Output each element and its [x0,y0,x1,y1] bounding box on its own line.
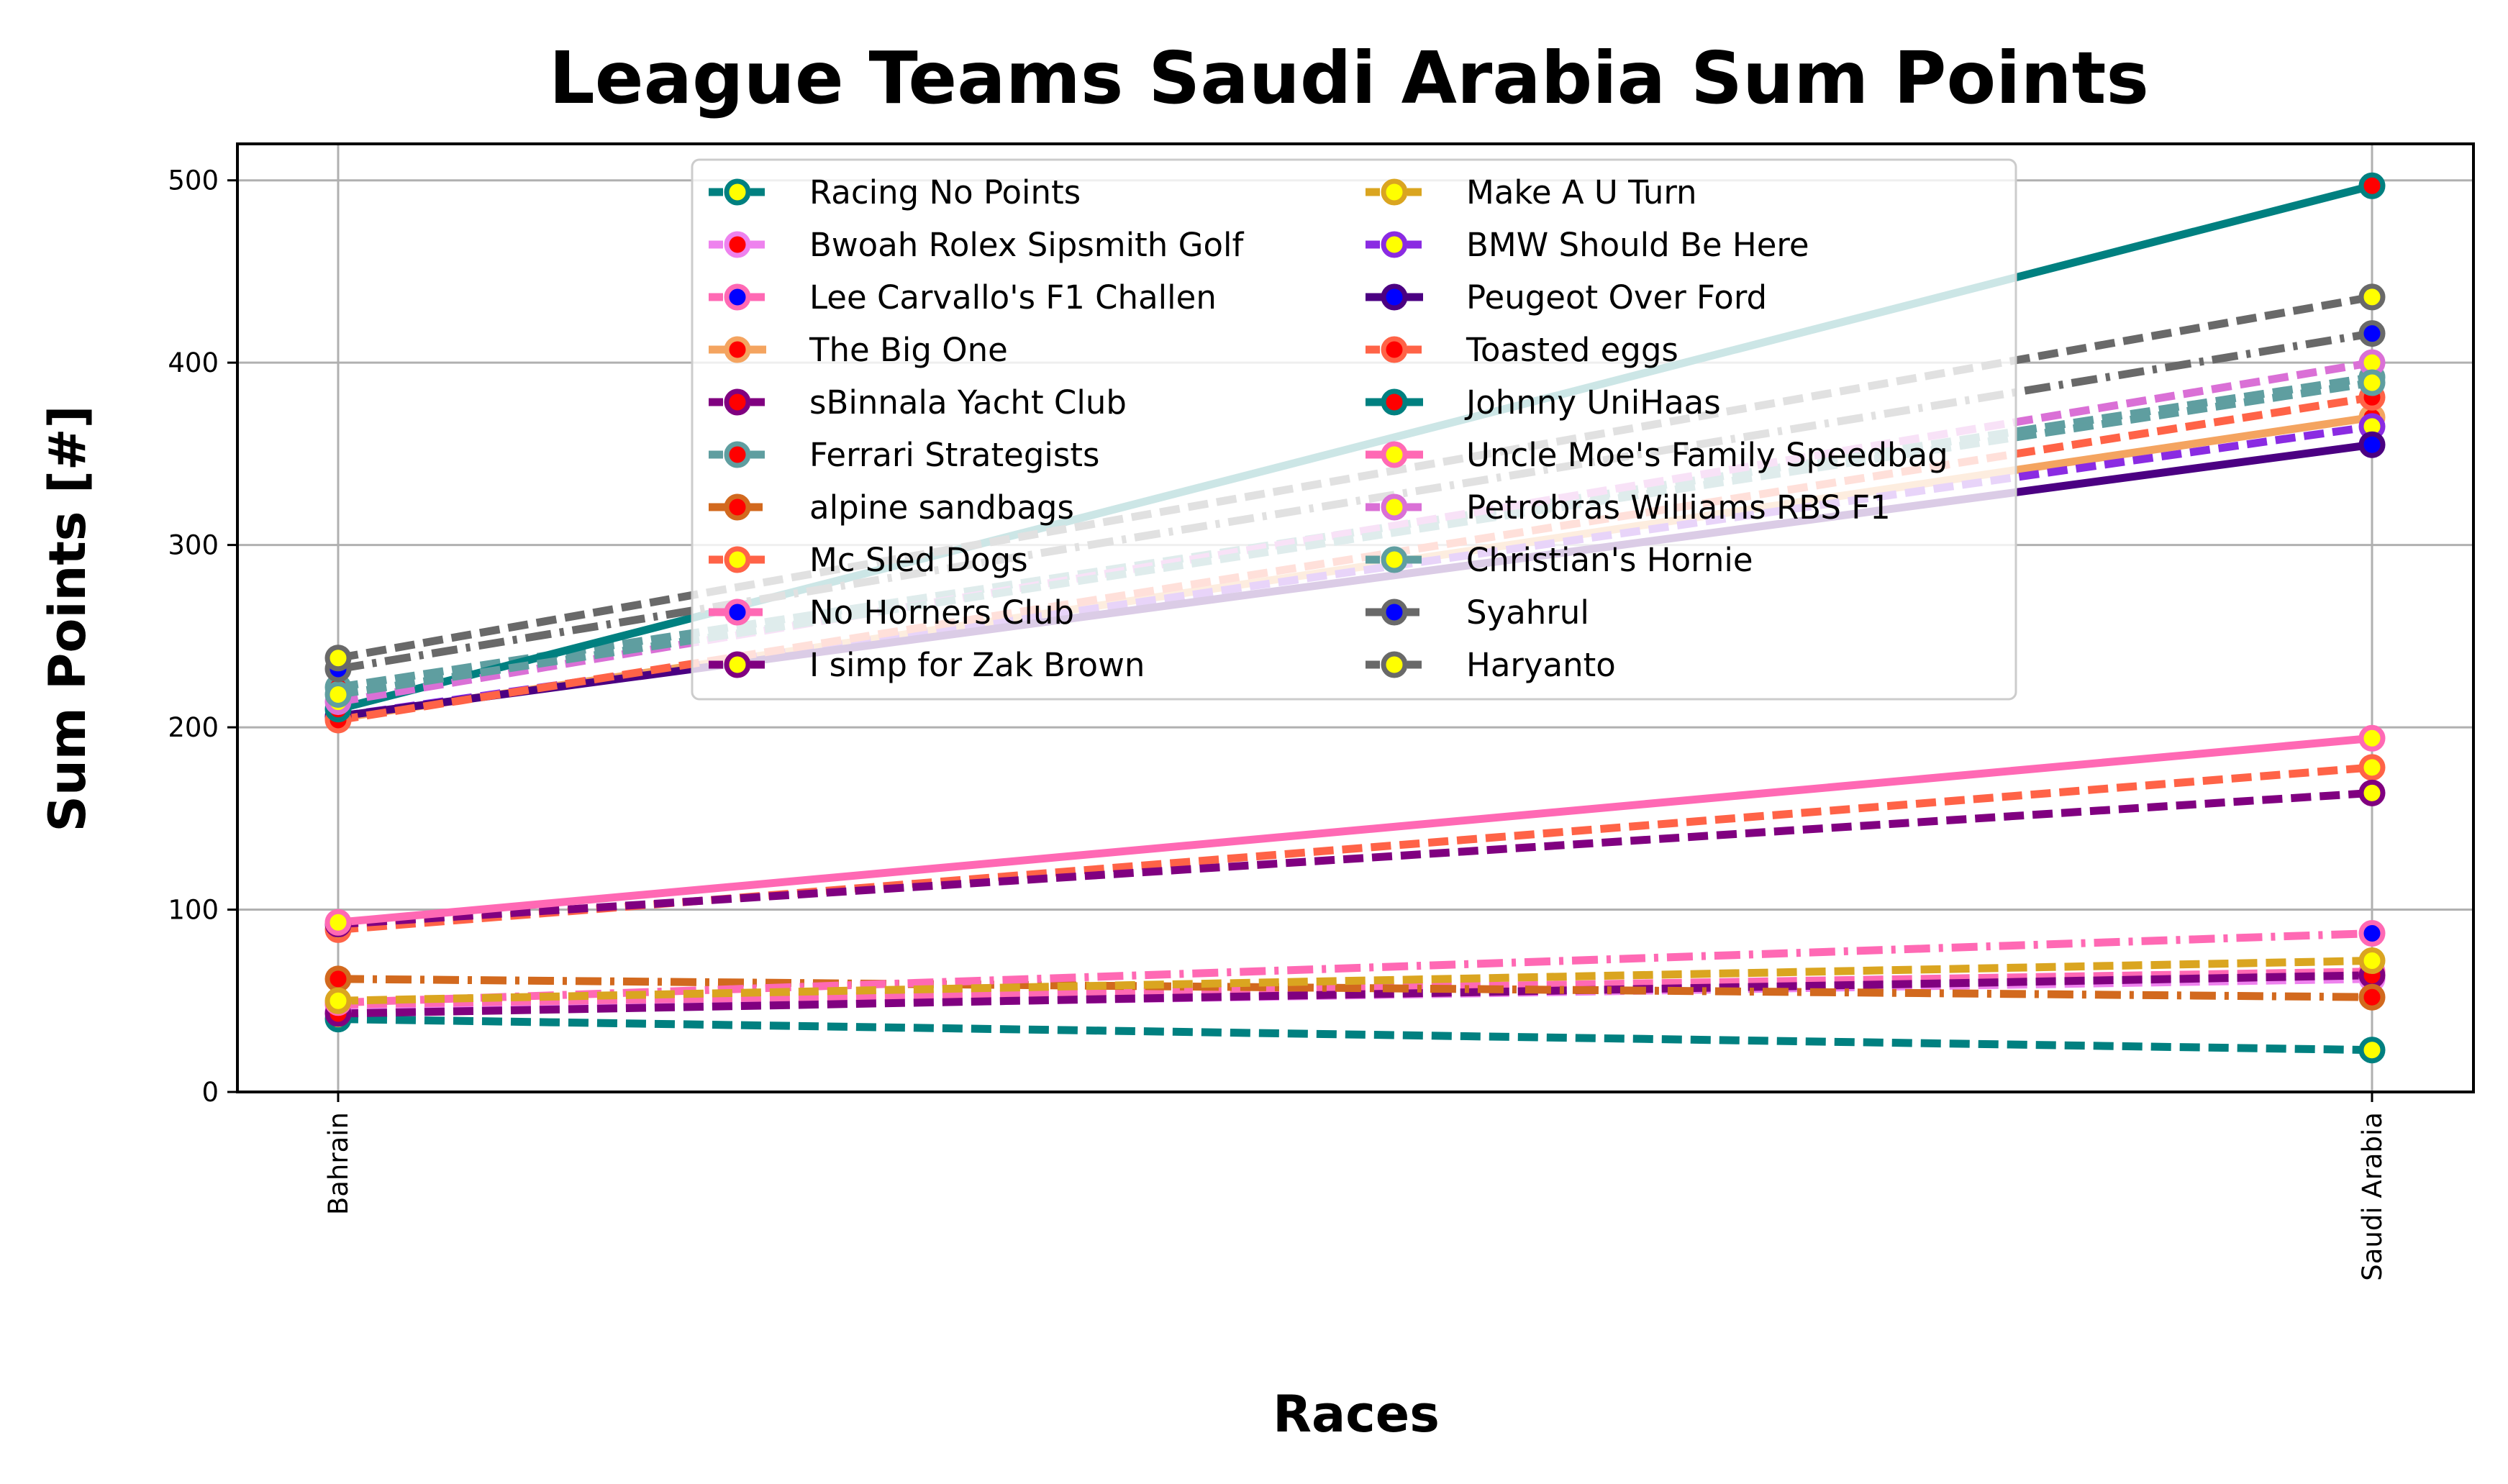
legend-marker [724,178,751,206]
series-line [337,763,2373,934]
legend-label: Ferrari Strategists [809,436,1099,474]
data-point [2358,1037,2386,1064]
legend-label: Bwoah Rolex Sipsmith Golf [809,226,1245,264]
legend-marker [724,493,751,521]
legend-marker [1381,493,1408,521]
legend-label: Johnny UniHaas [1464,383,1721,422]
legend-marker [1381,283,1408,311]
legend-label: The Big One [809,331,1008,369]
data-point [2358,983,2386,1011]
legend-marker [1381,178,1408,206]
y-tick-label: 0 [201,1077,219,1108]
series-line [337,788,2373,929]
chart-title: League Teams Saudi Arabia Sum Points [549,36,2149,120]
legend-label: BMW Should Be Here [1466,226,1809,264]
legend-marker [724,651,751,678]
legend-box [691,158,2017,701]
y-tick-label: 200 [168,712,219,743]
data-point [324,965,352,993]
series-line [337,378,2373,698]
data-point [2358,947,2386,975]
data-point [2358,320,2386,347]
legend-label: alpine sandbags [809,488,1074,527]
series-line [337,329,2373,673]
series-line [337,957,2373,1005]
legend-label: Syahrul [1466,593,1589,632]
y-tick-label: 400 [168,347,219,378]
legend-label: Christian's Hornie [1466,541,1753,579]
legend-marker [1381,231,1408,258]
legend-marker [1381,388,1408,416]
legend-label: Peugeot Over Ford [1466,278,1767,317]
legend-label: Make A U Turn [1466,173,1697,211]
series-line [337,393,2373,724]
plot-area-frame [236,142,2475,1093]
y-tick-label: 500 [168,165,219,196]
series-line [337,975,2373,1001]
legend-marker [724,388,751,416]
legend-label: Lee Carvallo's F1 Challen [809,278,1217,317]
legend-marker [724,598,751,626]
legend-marker [1381,441,1408,468]
legend-label: No Horners Club [809,593,1074,632]
data-point [324,645,352,672]
legend-marker [1381,651,1408,678]
legend-marker [724,283,751,311]
series-line [337,734,2373,927]
legend-marker [1381,336,1408,363]
data-point [2358,754,2386,781]
data-point [2358,283,2386,311]
series-line [337,971,2373,1018]
y-tick-label: 100 [168,895,219,926]
legend-label: Uncle Moe's Family Speedbag [1466,436,1948,474]
legend-label: Racing No Points [809,173,1081,211]
legend-marker [1381,598,1408,626]
series-line [337,929,2373,1007]
legend-label: I simp for Zak Brown [809,646,1145,684]
legend-label: sBinnala Yacht Club [809,383,1127,422]
y-axis-label: Sum Points [#] [38,406,97,832]
legend-label: Haryanto [1466,646,1616,684]
x-tick-label: Saudi Arabia [2357,1112,2388,1281]
series-line [337,1015,2373,1055]
legend: Racing No Points Bwoah Rolex Sipsmith Gol… [691,158,2017,701]
legend-items: Racing No Points Bwoah Rolex Sipsmith Gol… [709,173,1948,684]
legend-marker [724,441,751,468]
x-axis-label: Races [1273,1385,1440,1444]
legend-label: Mc Sled Dogs [809,541,1028,579]
data-point [2358,431,2386,458]
legend-label: Toasted eggs [1466,331,1678,369]
x-tick-label: Bahrain [323,1112,354,1215]
data-point [2358,919,2386,947]
legend-label: Petrobras Williams RBS F1 [1466,488,1891,527]
x-axis-ticks: Bahrain Saudi Arabia [323,1092,2388,1281]
data-point [2358,172,2386,199]
data-point [324,909,352,936]
legend-marker [724,231,751,258]
series-markers [324,172,2386,1064]
legend-marker [724,546,751,573]
data-point [324,987,352,1014]
y-tick-label: 300 [168,530,219,561]
series-line [337,373,2373,691]
data-point [2358,724,2386,752]
legend-marker [1381,546,1408,573]
y-axis-ticks: 0 100 200 300 400 500 [168,165,237,1108]
data-point [2358,369,2386,396]
data-point [2358,779,2386,806]
legend-marker [724,336,751,363]
data-point [324,680,352,708]
